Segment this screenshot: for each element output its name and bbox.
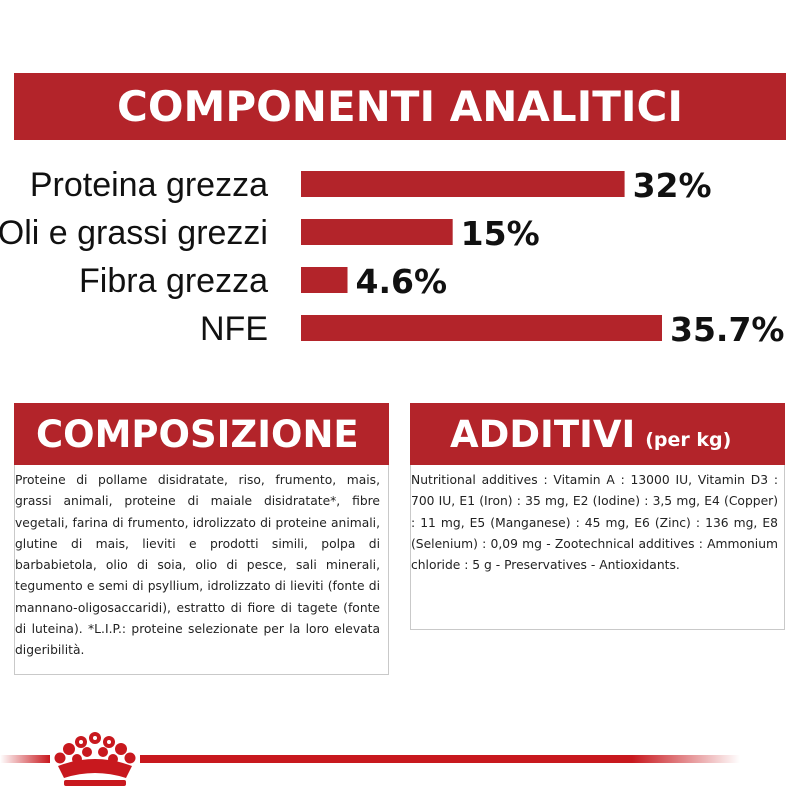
additives-panel: Nutritional additives : Vitamin A : 1300… [410, 465, 785, 630]
footer-line-left [0, 755, 50, 763]
composition-text: Proteine di pollame disidratate, riso, f… [15, 473, 380, 658]
bar [301, 219, 453, 245]
category-label: NFE [200, 310, 268, 348]
composition-title: COMPOSIZIONE [36, 412, 359, 456]
composition-header: COMPOSIZIONE [14, 403, 389, 465]
bar [301, 267, 348, 293]
analytic-components-title: COMPONENTI ANALITICI [117, 82, 683, 131]
bar [301, 315, 662, 341]
analytic-components-chart: Proteina grezza 32% Oli e grassi grezzi 15%… [0, 166, 785, 349]
additives-unit: (per kg) [645, 429, 732, 451]
bar [301, 171, 625, 197]
additives-title: ADDITIVI [450, 412, 636, 456]
category-label: Oli e grassi grezzi [0, 214, 268, 252]
value-label: 15% [461, 214, 540, 253]
value-label: 32% [633, 166, 712, 205]
value-label: 4.6% [356, 262, 448, 301]
analytic-components-header: COMPONENTI ANALITICI [14, 73, 786, 140]
category-label: Fibra grezza [79, 262, 268, 300]
additives-text: Nutritional additives : Vitamin A : 1300… [411, 473, 778, 573]
footer-line [140, 755, 740, 763]
composition-panel: Proteine di pollame disidratate, riso, f… [14, 465, 389, 675]
category-label: Proteina grezza [30, 166, 268, 204]
crown-icon [54, 732, 136, 786]
additives-header: ADDITIVI (per kg) [410, 403, 785, 465]
value-label: 35.7% [670, 310, 785, 349]
